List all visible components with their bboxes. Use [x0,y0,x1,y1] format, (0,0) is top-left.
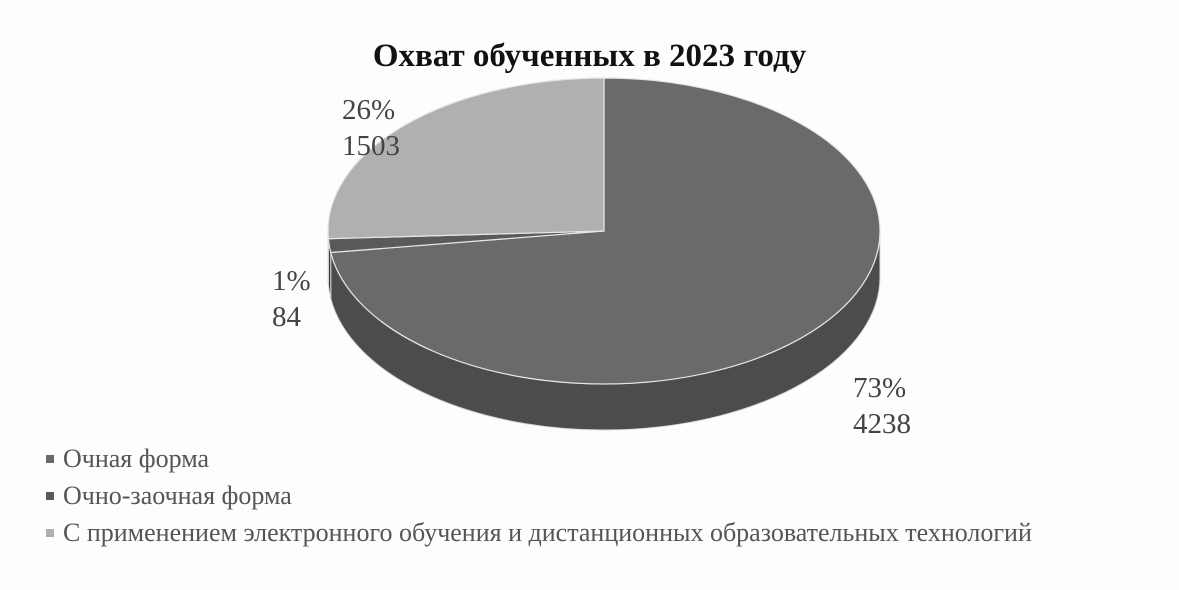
data-label-part-time-percent: 1% [272,265,311,297]
data-label-full-time: 73% 4238 [853,370,911,442]
pie-slice-full-time [329,77,881,385]
pie-slice-distance [327,77,605,240]
legend-swatch-full-time [46,454,54,463]
data-label-part-time: 1% 84 [272,263,311,335]
data-label-distance-percent: 26% [342,94,396,126]
chart-legend: Очная форма Очно-заочная форма С примене… [46,440,1032,551]
data-label-part-time-value: 84 [272,301,301,333]
data-label-full-time-percent: 73% [853,372,907,404]
legend-item-part-time: Очно-заочная форма [46,477,1032,514]
legend-label-distance: С применением электронного обучения и ди… [63,517,1032,547]
data-label-full-time-value: 4238 [853,408,911,440]
legend-swatch-part-time [46,491,54,500]
chart-title: Охват обученных в 2023 году [372,38,807,74]
legend-item-distance: С применением электронного обучения и ди… [46,514,1032,551]
legend-item-full-time: Очная форма [46,440,1032,477]
data-label-distance-value: 1503 [342,130,400,162]
legend-label-full-time: Очная форма [63,443,210,473]
data-label-distance: 26% 1503 [342,92,400,164]
legend-swatch-distance [46,528,54,537]
legend-label-part-time: Очно-заочная форма [63,480,292,510]
